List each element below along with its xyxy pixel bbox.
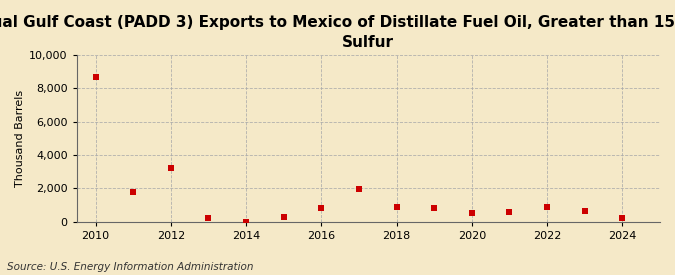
Point	[542, 205, 553, 209]
Point	[429, 205, 439, 210]
Point	[203, 216, 214, 221]
Point	[90, 75, 101, 79]
Point	[278, 214, 289, 219]
Point	[165, 166, 176, 170]
Point	[579, 209, 590, 213]
Text: Source: U.S. Energy Information Administration: Source: U.S. Energy Information Administ…	[7, 262, 253, 272]
Point	[316, 206, 327, 211]
Point	[354, 187, 364, 191]
Point	[504, 210, 515, 214]
Point	[466, 211, 477, 216]
Title: Annual Gulf Coast (PADD 3) Exports to Mexico of Distillate Fuel Oil, Greater tha: Annual Gulf Coast (PADD 3) Exports to Me…	[0, 15, 675, 50]
Y-axis label: Thousand Barrels: Thousand Barrels	[15, 90, 25, 187]
Point	[617, 216, 628, 221]
Point	[128, 189, 138, 194]
Point	[392, 205, 402, 209]
Point	[241, 220, 252, 224]
